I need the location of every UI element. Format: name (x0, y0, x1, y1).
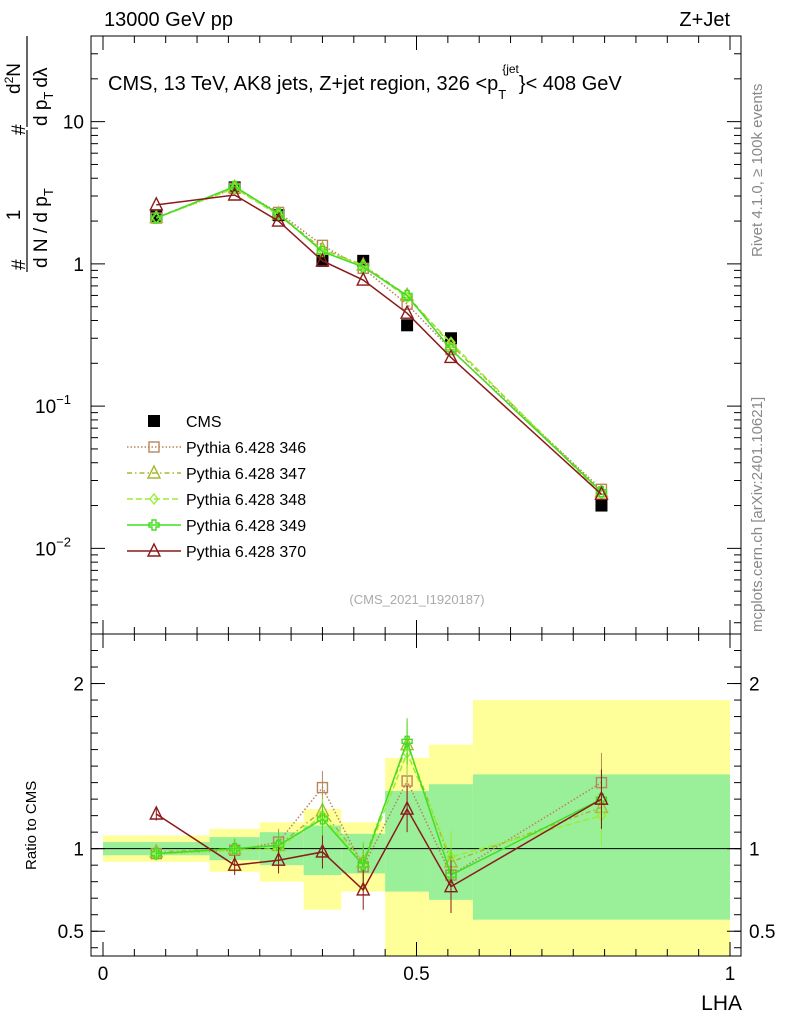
cms-data-point (595, 499, 608, 512)
series-point-pythia-6-428-370 (271, 212, 286, 227)
main-y-tick-label: 10−1 (35, 392, 71, 418)
legend-label-pythia-6-428-347: Pythia 6.428 347 (186, 466, 306, 483)
series-line-pythia-6-428-370 (156, 194, 602, 495)
ylabel-hash-1: # (9, 259, 30, 270)
ratio-series (149, 718, 609, 914)
ratio-point-pythia-6-428-349 (401, 735, 413, 748)
ylabel-frac-numerator: 1 (4, 210, 25, 221)
mcplots-label: mcplots.cern.ch [arXiv:2401.10621] (749, 397, 766, 632)
ratio-point-pythia-6-428-349 (228, 842, 241, 855)
ratio-point-pythia-6-428-349 (445, 869, 457, 881)
main-axes: 10 1 10−1 10−2 (35, 35, 741, 634)
main-y-axis-label: # 1 d N / d pT # d2N d pTdλ (2, 36, 56, 272)
ratio-point-pythia-6-428-370 (356, 881, 371, 896)
ratio-y-tick-label-left: 0.5 (58, 922, 84, 943)
legend-marker-cms (148, 415, 160, 427)
main-y-tick-label: 10 (63, 113, 84, 134)
series-point-pythia-6-428-346 (401, 298, 413, 310)
legend-label-pythia-6-428-370: Pythia 6.428 370 (186, 544, 306, 561)
ratio-line-pythia-6-428-348 (156, 750, 602, 867)
x-tick-label: 0 (98, 964, 109, 985)
series-point-pythia-6-428-348 (273, 209, 284, 222)
process-label: Z+Jet (679, 9, 730, 31)
ratio-point-pythia-6-428-370 (399, 800, 415, 815)
ylabel-deriv-denominator: d pTdλ (31, 67, 56, 126)
ratio-point-pythia-6-428-370 (443, 878, 459, 893)
ratio-y-tick-label-right: 0.5 (749, 922, 775, 943)
ylabel-deriv-numerator: d2N (2, 63, 25, 94)
legend-label-cms: CMS (186, 414, 222, 431)
legend-marker-pythia-6-428-346 (148, 441, 160, 453)
x-axis-label: LHA (701, 992, 742, 1015)
series-point-pythia-6-428-370 (399, 304, 415, 319)
collision-energy-label: 13000 GeV pp (104, 9, 233, 31)
ratio-y-tick-label-left: 1 (73, 840, 84, 861)
series-point-pythia-6-428-370 (227, 186, 242, 201)
legend-marker-pythia-6-428-349 (148, 519, 160, 531)
ratio-point-pythia-6-428-370 (149, 805, 164, 820)
series-point-pythia-6-428-370 (315, 252, 330, 267)
series-line-pythia-6-428-347 (156, 186, 602, 493)
main-y-tick-label: 10−2 (35, 534, 71, 560)
main-y-tick-label: 1 (73, 255, 84, 276)
ratio-point-pythia-6-428-346 (316, 781, 329, 794)
series-point-pythia-6-428-348 (402, 291, 412, 304)
series-point-pythia-6-428-370 (594, 485, 609, 500)
ratio-point-pythia-6-428-349 (272, 839, 285, 852)
ratio-point-pythia-6-428-370 (315, 843, 330, 858)
legend-marker-pythia-6-428-347 (146, 464, 162, 479)
legend-label-pythia-6-428-349: Pythia 6.428 349 (186, 518, 306, 535)
cms-data-point (401, 319, 414, 332)
series-line-pythia-6-428-349 (156, 185, 602, 493)
ratio-point-pythia-6-428-370 (227, 856, 242, 871)
series-point-pythia-6-428-349 (401, 289, 413, 302)
series-point-pythia-6-428-348 (446, 336, 456, 349)
plot-title: CMS, 13 TeV, AK8 jets, Z+jet region, 326… (108, 62, 622, 102)
ratio-point-pythia-6-428-349 (316, 813, 329, 825)
legend-label-pythia-6-428-346: Pythia 6.428 346 (186, 440, 306, 457)
legend-marker-pythia-6-428-370 (146, 542, 162, 557)
ratio-uncertainty-bands (103, 700, 730, 956)
series-point-pythia-6-428-370 (356, 271, 371, 286)
ratio-point-pythia-6-428-349 (150, 847, 162, 860)
series-point-pythia-6-428-349 (357, 261, 369, 273)
legend-marker-pythia-6-428-348 (149, 492, 159, 506)
ratio-y-axis-label: Ratio to CMS (23, 781, 40, 870)
x-tick-label: 0.5 (403, 964, 429, 985)
main-series (149, 178, 609, 512)
ratio-point-pythia-6-428-370 (271, 851, 286, 866)
series-line-pythia-6-428-348 (156, 187, 602, 495)
ratio-y-tick-label-right: 2 (749, 675, 760, 696)
series-point-pythia-6-428-348 (229, 182, 240, 195)
ylabel-frac-denominator: d N / d pT (31, 188, 56, 268)
rivet-version-label: Rivet 4.1.0, ≥ 100k events (749, 84, 766, 257)
ratio-line-pythia-6-428-370 (155, 798, 602, 892)
x-tick-label: 1 (725, 964, 736, 985)
legend: CMS Pythia 6.428 346 Pythia 6.428 347 Pythi… (127, 414, 306, 561)
series-point-pythia-6-428-370 (149, 196, 164, 211)
ratio-point-pythia-6-428-370 (594, 790, 609, 805)
ratio-line-pythia-6-428-349 (156, 739, 602, 877)
series-point-pythia-6-428-349 (150, 212, 162, 224)
ratio-point-pythia-6-428-349 (357, 859, 369, 871)
series-point-pythia-6-428-370 (443, 348, 459, 364)
ratio-y-tick-label-left: 2 (73, 675, 84, 696)
legend-label-pythia-6-428-348: Pythia 6.428 348 (186, 492, 306, 509)
analysis-id-watermark: (CMS_2021_I1920187) (349, 592, 484, 607)
ratio-y-tick-label-right: 1 (749, 840, 760, 861)
ylabel-hash-2: # (9, 124, 30, 135)
ratio-axes: 2 2 1 1 0.5 0.5 0 0.5 1 (58, 634, 775, 985)
